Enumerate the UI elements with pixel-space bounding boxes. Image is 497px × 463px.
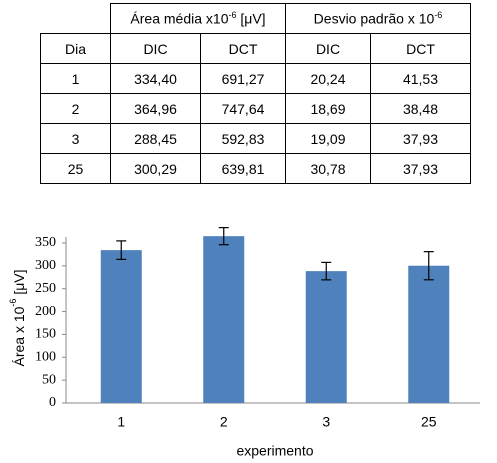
column-row: Dia DIC DCT DIC DCT <box>40 33 471 64</box>
x-tick-label: 2 <box>220 414 228 430</box>
y-tick-label: 100 <box>35 350 56 365</box>
table-row: 1 334,40 691,27 20,24 41,53 <box>40 63 471 94</box>
table-cell: 41,53 <box>370 63 471 94</box>
bar <box>203 236 245 403</box>
table-cell: 2 <box>40 93 111 124</box>
x-tick-label: 3 <box>322 414 330 430</box>
table-cell: 37,93 <box>370 153 471 184</box>
y-label-text: Área x 10 <box>11 306 27 366</box>
y-label-suffix: [μV] <box>11 269 27 298</box>
y-tick-label: 50 <box>42 372 56 387</box>
column-header: DCT <box>370 33 471 64</box>
x-tick-label: 25 <box>421 414 437 430</box>
y-tick-label: 0 <box>49 395 56 410</box>
table-cell: 25 <box>40 153 111 184</box>
table-row: 25 300,29 639,81 30,78 37,93 <box>40 153 471 184</box>
y-tick-label: 150 <box>35 327 56 342</box>
table-cell: 364,96 <box>110 93 201 124</box>
y-tick-label: 250 <box>35 281 56 296</box>
column-header: DIC <box>285 33 371 64</box>
header-sup: -6 <box>228 10 237 21</box>
y-tick-label: 350 <box>35 235 56 250</box>
y-tick-label: 300 <box>35 258 56 273</box>
header-suffix: [μV] <box>236 10 266 27</box>
header-text: Área média x10 <box>130 10 229 27</box>
x-tick-label: 1 <box>117 414 125 430</box>
table-row: 2 364,96 747,64 18,69 38,48 <box>40 93 471 124</box>
table-cell: 1 <box>40 63 111 94</box>
error-bar <box>321 261 332 281</box>
y-axis-label: Área x 10-6 [μV] <box>8 269 26 366</box>
table-cell: 639,81 <box>200 153 286 184</box>
bar <box>408 265 450 403</box>
header-text: Desvio padrão x 10 <box>313 10 435 27</box>
error-bar <box>423 251 434 281</box>
table-cell: 592,83 <box>200 123 286 154</box>
header-sup: -6 <box>434 10 443 21</box>
data-table: Área média x10-6 [μV] Desvio padrão x 10… <box>40 3 471 184</box>
bar <box>100 250 142 403</box>
error-bar <box>218 227 229 246</box>
table-row: 3 288,45 592,83 19,09 37,93 <box>40 123 471 154</box>
table-cell: 18,69 <box>285 93 371 124</box>
bar <box>305 271 347 403</box>
table-cell: 300,29 <box>110 153 201 184</box>
table-cell: 334,40 <box>110 63 201 94</box>
error-bar <box>116 240 127 260</box>
column-header: Dia <box>40 33 111 64</box>
y-tick-label: 200 <box>35 304 56 319</box>
x-axis-label: experimento <box>236 443 313 459</box>
table-cell: 37,93 <box>370 123 471 154</box>
y-label-sup: -6 <box>8 299 18 307</box>
